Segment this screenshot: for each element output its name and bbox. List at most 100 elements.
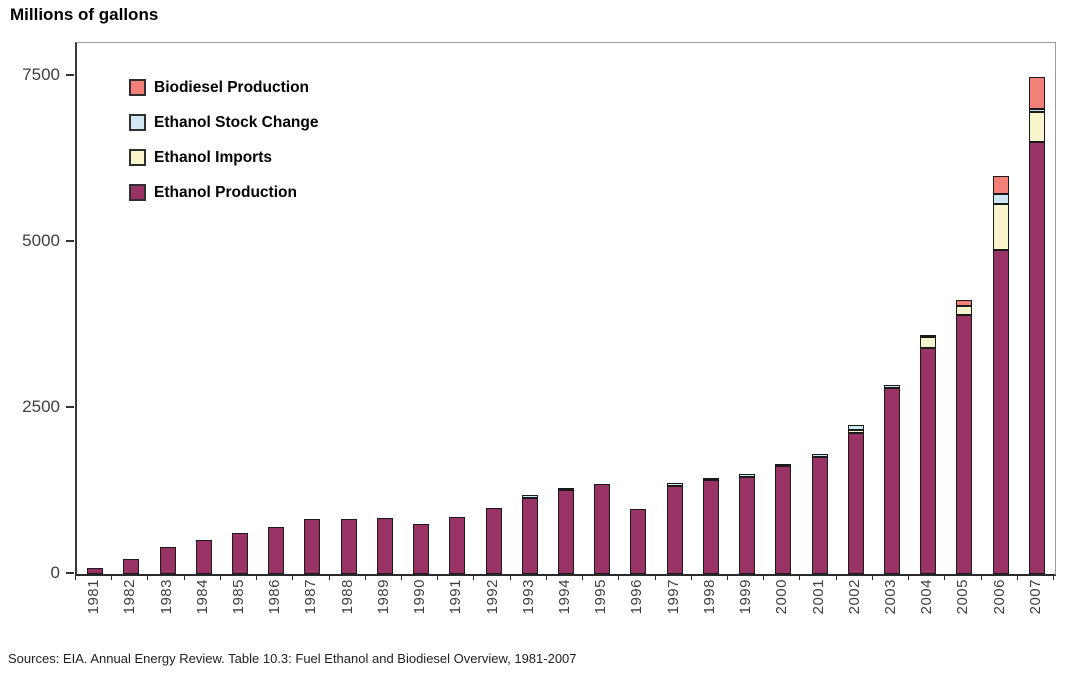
x-axis-label: 1994	[555, 579, 573, 615]
y-axis-tick	[66, 240, 74, 242]
segment-ethanol-stock-change	[1029, 109, 1045, 112]
bar-2003	[884, 385, 900, 574]
segment-ethanol-stock-change	[522, 495, 538, 498]
segment-ethanol-production	[196, 540, 212, 574]
segment-ethanol-stock-change	[993, 194, 1009, 204]
x-axis-tick	[763, 575, 764, 580]
bar-1999	[739, 474, 755, 574]
x-axis-tick	[1053, 575, 1054, 580]
legend-item: Ethanol Imports	[129, 140, 319, 175]
bar-1983	[160, 547, 176, 574]
segment-ethanol-production	[956, 315, 972, 574]
x-axis-label: 1995	[591, 579, 609, 615]
x-axis-tick	[546, 575, 547, 580]
x-axis-tick	[329, 575, 330, 580]
segment-ethanol-production	[413, 524, 429, 574]
x-axis-tick	[655, 575, 656, 580]
x-axis-tick	[256, 575, 257, 580]
bar-1987	[304, 519, 320, 574]
x-axis-label: 1998	[700, 579, 718, 615]
segment-ethanol-production	[667, 486, 683, 574]
x-axis-tick	[618, 575, 619, 580]
x-axis-tick	[111, 575, 112, 580]
segment-ethanol-production	[268, 527, 284, 574]
bar-1989	[377, 518, 393, 574]
segment-ethanol-production	[630, 509, 646, 574]
segment-ethanol-stock-change	[739, 474, 755, 477]
x-axis-tick	[220, 575, 221, 580]
segment-ethanol-production	[993, 250, 1009, 574]
segment-ethanol-stock-change	[848, 425, 864, 430]
segment-ethanol-imports	[993, 204, 1009, 250]
segment-ethanol-production	[449, 517, 465, 574]
segment-biodiesel-production	[920, 335, 936, 337]
bar-2005	[956, 300, 972, 574]
y-axis-tick	[66, 572, 74, 574]
x-axis-label: 1992	[483, 579, 501, 615]
x-axis-tick	[147, 575, 148, 580]
x-axis-tick	[691, 575, 692, 580]
x-axis-label: 2005	[953, 579, 971, 615]
bar-1985	[232, 533, 248, 574]
x-axis-tick	[799, 575, 800, 580]
x-axis-label: 2000	[772, 579, 790, 615]
bar-2001	[812, 454, 828, 574]
x-axis-label: 1982	[120, 579, 138, 615]
x-axis-label: 1987	[301, 579, 319, 615]
bar-1991	[449, 517, 465, 574]
x-axis-label: 2002	[845, 579, 863, 615]
segment-ethanol-production	[377, 518, 393, 574]
segment-biodiesel-production	[956, 300, 972, 306]
x-axis-tick	[292, 575, 293, 580]
x-axis-tick	[1017, 575, 1018, 580]
x-axis-label: 1983	[157, 579, 175, 615]
segment-ethanol-production	[232, 533, 248, 574]
x-axis-tick	[401, 575, 402, 580]
chart-title: Millions of gallons	[10, 5, 159, 24]
x-axis-label: 1989	[374, 579, 392, 615]
segment-ethanol-imports	[1029, 112, 1045, 142]
x-axis-label: 2001	[809, 579, 827, 615]
y-axis-tick	[66, 406, 74, 408]
x-axis-tick	[836, 575, 837, 580]
bar-1992	[486, 508, 502, 574]
x-axis-label: 2007	[1026, 579, 1044, 615]
segment-ethanol-stock-change	[667, 483, 683, 486]
legend-swatch-icon	[129, 114, 146, 131]
segment-ethanol-production	[884, 388, 900, 574]
x-axis-label: 1993	[519, 579, 537, 615]
bar-1988	[341, 519, 357, 574]
legend-label: Biodiesel Production	[154, 78, 310, 96]
segment-ethanol-production	[160, 547, 176, 574]
x-axis-tick	[510, 575, 511, 580]
legend-swatch-icon	[129, 79, 146, 96]
segment-ethanol-production	[558, 490, 574, 574]
x-axis-tick	[473, 575, 474, 580]
segment-ethanol-production	[739, 477, 755, 574]
x-axis-label: 1985	[229, 579, 247, 615]
segment-biodiesel-production	[993, 176, 1009, 194]
bar-1998	[703, 478, 719, 574]
segment-ethanol-production	[594, 484, 610, 574]
segment-ethanol-production	[775, 466, 791, 574]
legend-label: Ethanol Imports	[154, 148, 272, 166]
segment-ethanol-stock-change	[775, 464, 791, 466]
segment-ethanol-production	[123, 559, 139, 574]
x-axis-tick	[365, 575, 366, 580]
bar-1997	[667, 483, 683, 574]
x-axis-label: 1990	[410, 579, 428, 615]
legend: Biodiesel Production Ethanol Stock Change…	[129, 70, 319, 210]
bar-1981	[87, 568, 103, 574]
segment-ethanol-imports	[848, 430, 864, 433]
segment-ethanol-production	[522, 498, 538, 574]
bar-1996	[630, 509, 646, 574]
y-axis-label: 7500	[22, 65, 60, 84]
segment-ethanol-production	[304, 519, 320, 574]
segment-ethanol-production	[812, 457, 828, 574]
x-axis-label: 1981	[84, 579, 102, 615]
segment-ethanol-stock-change	[884, 385, 900, 388]
y-axis-label: 0	[50, 563, 60, 582]
legend-item: Ethanol Stock Change	[129, 105, 319, 140]
segment-ethanol-production	[1029, 142, 1045, 574]
x-axis-tick	[437, 575, 438, 580]
